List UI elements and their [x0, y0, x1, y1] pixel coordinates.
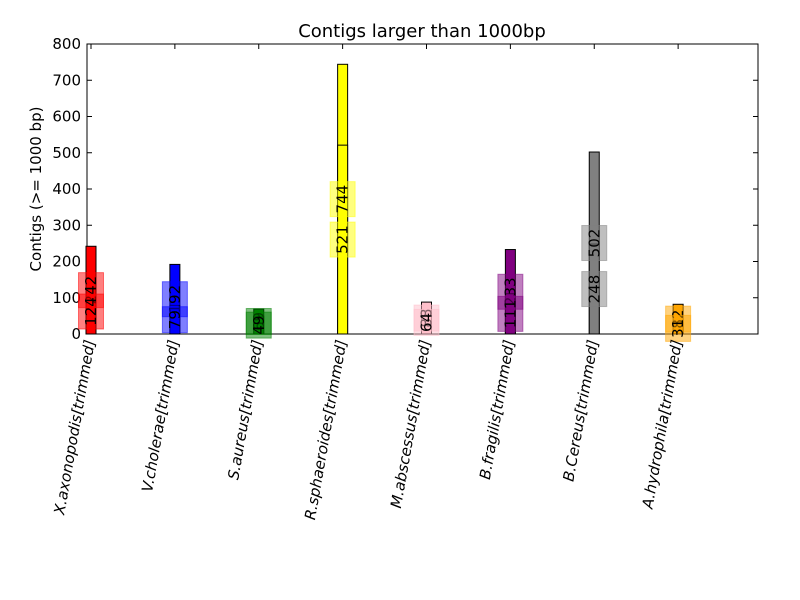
value-label-box-2-7 [581, 271, 608, 308]
x-category-label-3: S.aureus[trimmed] [224, 338, 266, 481]
value-label-box-2-2 [161, 306, 188, 334]
y-tick-label: 700 [52, 71, 81, 89]
value-label-2-2: 79 [166, 310, 184, 329]
x-category-label-2: V.cholerae[trimmed] [138, 338, 183, 493]
value-label-box-1-7 [581, 225, 608, 262]
y-tick-label: 600 [52, 108, 81, 126]
y-tick-label: 500 [52, 144, 81, 162]
value-label-box-1-4 [329, 181, 356, 218]
x-category-label-6: B.fragilis[trimmed] [476, 338, 518, 481]
y-tick-label: 400 [52, 180, 81, 198]
plot-axes: 0 100 200 300 400 500 600 700 800 [52, 35, 759, 343]
y-tick-label: 100 [52, 289, 81, 307]
value-label-2-4: 521 [334, 225, 352, 254]
x-category-label-5: M.abscessus[trimmed] [387, 338, 434, 509]
value-label-2-7: 248 [585, 275, 603, 304]
y-axis-label: Contigs (>= 1000 bp) [27, 107, 45, 272]
value-label-box-2-6 [497, 295, 524, 332]
category-labels-layer: X.axonopodis[trimmed] V.cholerae[trimmed]… [50, 338, 686, 521]
value-label-1-4: 744 [334, 185, 352, 214]
value-label-2-1: 124 [82, 297, 100, 326]
value-label-1-7: 502 [585, 229, 603, 258]
value-label-2-6: 111 [501, 300, 519, 329]
x-category-label-7: B.Cereus[trimmed] [559, 338, 602, 482]
x-category-label-4: R.sphaeroides[trimmed] [301, 338, 350, 521]
chart-title: Contigs larger than 1000bp [298, 21, 546, 42]
y-tick-label: 0 [71, 325, 81, 343]
y-tick-label: 300 [52, 216, 81, 234]
value-label-2-3: 49 [250, 316, 268, 335]
value-label-box-2-1 [78, 293, 104, 330]
value-label-2-5: 64 [418, 313, 436, 332]
value-label-2-8: 31 [669, 319, 687, 338]
value-label-box-2-5 [413, 308, 440, 336]
x-category-label-1: X.axonopodis[trimmed] [50, 338, 99, 517]
value-label-box-2-4 [329, 221, 356, 258]
value-labels-layer: 2421241927969497445218864233111502248823… [78, 181, 692, 342]
value-label-box-2-3 [245, 311, 272, 339]
value-label-box-2-8 [665, 314, 692, 342]
y-tick-label: 200 [52, 253, 81, 271]
x-category-label-8: A.hydrophila[trimmed] [638, 338, 686, 511]
y-tick-label: 800 [52, 35, 81, 53]
